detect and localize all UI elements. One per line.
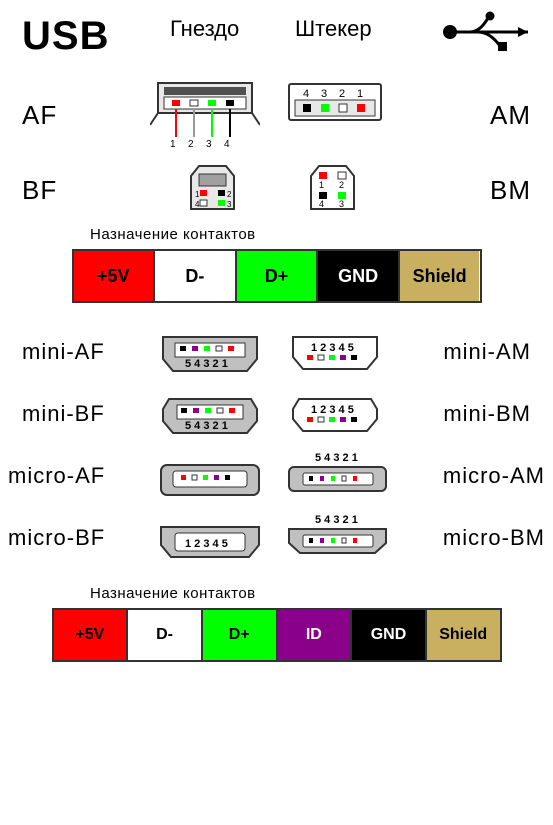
connector-mini-bf: 5 4 3 2 1 <box>155 391 265 446</box>
legend-cell: Shield <box>427 610 500 660</box>
label-af: AF <box>22 100 57 131</box>
legend-cell: Shield <box>400 251 480 301</box>
svg-text:5 4 3 2 1: 5 4 3 2 1 <box>185 358 228 370</box>
label-micro-bf: micro-BF <box>8 525 105 551</box>
header-female: Гнездо <box>170 16 239 42</box>
legend-cell: +5V <box>74 251 156 301</box>
svg-text:5 4 3 2 1: 5 4 3 2 1 <box>185 420 228 432</box>
svg-text:2: 2 <box>188 139 194 150</box>
label-micro-am: micro-AM <box>443 463 545 489</box>
usb-title: USB <box>22 14 109 59</box>
row-mini-b: mini-BF mini-BM 5 4 3 2 1 1 2 3 4 5 <box>0 383 553 445</box>
svg-text:1: 1 <box>195 190 200 199</box>
connector-mini-bm: 1 2 3 4 5 <box>285 391 385 446</box>
svg-text:4: 4 <box>224 139 230 150</box>
svg-text:1: 1 <box>319 180 324 190</box>
svg-text:5 4 3 2 1: 5 4 3 2 1 <box>315 452 358 464</box>
legend-cell: D+ <box>237 251 319 301</box>
legend-cell: D+ <box>203 610 278 660</box>
svg-text:1 2 3 4 5: 1 2 3 4 5 <box>311 342 354 354</box>
row-micro-a: micro-AF micro-AM 5 4 3 2 1 <box>0 445 553 507</box>
label-mini-bm: mini-BM <box>443 401 531 427</box>
svg-text:2: 2 <box>339 88 345 100</box>
connector-micro-am: 5 4 3 2 1 <box>285 449 390 504</box>
connector-mini-am: 1 2 3 4 5 <box>285 329 385 384</box>
usb-trident-icon <box>440 10 535 55</box>
label-bm: BM <box>490 175 531 206</box>
legend-bar-4pin: +5VD-D+GNDShield <box>72 249 482 303</box>
legend-bar-5pin: +5VD-D+IDGNDShield <box>52 608 502 662</box>
label-mini-am: mini-AM <box>443 339 531 365</box>
connector-am: 4 3 2 1 <box>285 80 385 130</box>
svg-text:4: 4 <box>303 88 309 100</box>
legend-cell: D- <box>155 251 237 301</box>
connector-af: 1 2 3 4 <box>150 75 260 160</box>
legend-cell: GND <box>352 610 427 660</box>
svg-text:3: 3 <box>227 200 232 209</box>
svg-text:4: 4 <box>319 199 324 209</box>
header-male: Штекер <box>295 16 372 42</box>
svg-text:1 2 3 4 5: 1 2 3 4 5 <box>311 404 354 416</box>
svg-text:3: 3 <box>206 139 212 150</box>
header-row: USB Гнездо Штекер <box>0 0 553 60</box>
svg-text:1: 1 <box>357 88 363 100</box>
label-bf: BF <box>22 175 57 206</box>
row-mini-a: mini-AF mini-AM 5 4 3 2 1 1 2 3 4 5 <box>0 321 553 383</box>
connector-micro-bf: 1 2 3 4 5 <box>155 519 265 569</box>
svg-text:3: 3 <box>339 199 344 209</box>
svg-text:5 4 3 2 1: 5 4 3 2 1 <box>315 514 358 526</box>
svg-text:2: 2 <box>227 190 232 199</box>
row-b: BF BM 1 2 4 3 1 2 4 3 <box>0 160 553 220</box>
connector-micro-af <box>155 457 265 507</box>
connector-bm: 1 2 4 3 <box>305 160 360 220</box>
legend-cell: +5V <box>54 610 129 660</box>
legend-title-1: Назначение контактов <box>90 226 553 243</box>
row-a: AF AM 1 2 3 4 4 <box>0 70 553 160</box>
label-mini-af: mini-AF <box>22 339 105 365</box>
label-mini-bf: mini-BF <box>22 401 105 427</box>
svg-text:1: 1 <box>170 139 176 150</box>
connector-bf: 1 2 4 3 <box>185 160 240 220</box>
legend-title-2: Назначение контактов <box>90 585 553 602</box>
label-am: AM <box>490 100 531 131</box>
connector-mini-af: 5 4 3 2 1 <box>155 329 265 384</box>
svg-text:2: 2 <box>339 180 344 190</box>
label-micro-af: micro-AF <box>8 463 105 489</box>
svg-text:3: 3 <box>321 88 327 100</box>
svg-text:4: 4 <box>195 200 200 209</box>
legend-cell: ID <box>278 610 353 660</box>
legend-cell: D- <box>128 610 203 660</box>
label-micro-bm: micro-BM <box>443 525 545 551</box>
row-micro-b: micro-BF micro-BM 1 2 3 4 5 5 4 3 2 1 <box>0 507 553 569</box>
connector-micro-bm: 5 4 3 2 1 <box>285 511 390 566</box>
svg-text:1 2 3 4 5: 1 2 3 4 5 <box>185 538 228 550</box>
legend-cell: GND <box>318 251 400 301</box>
